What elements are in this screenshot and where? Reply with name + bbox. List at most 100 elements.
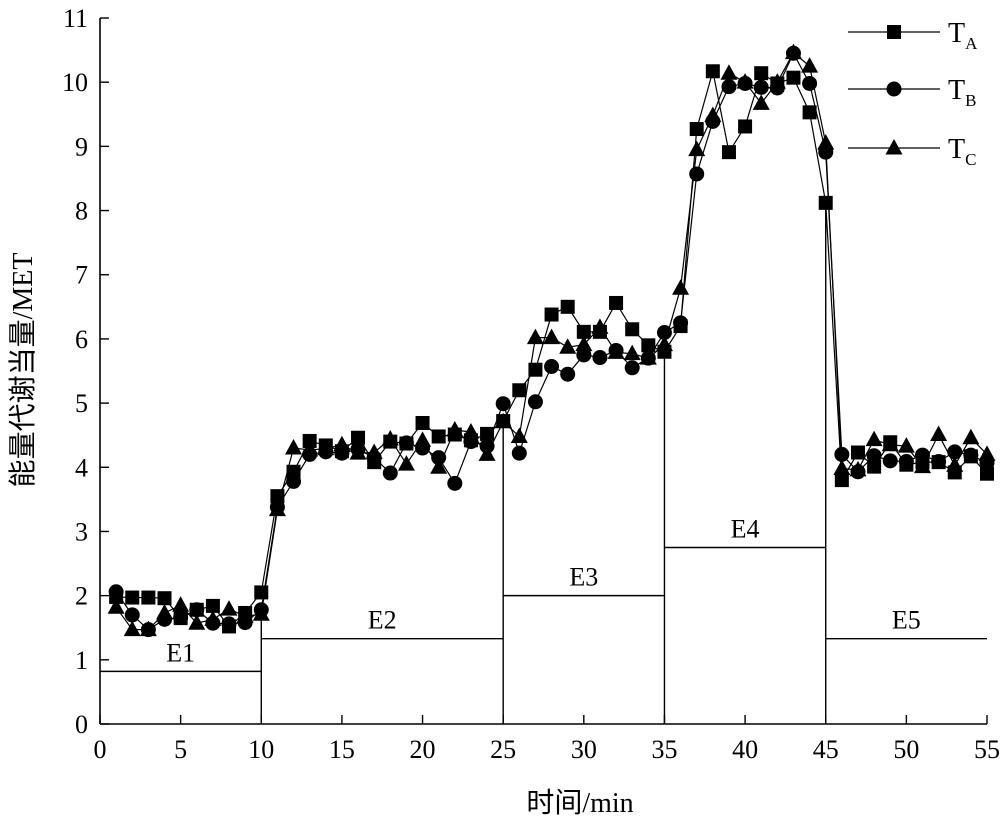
data-point: [962, 428, 980, 445]
data-point: [655, 335, 673, 352]
data-point: [738, 119, 753, 134]
data-point: [656, 324, 672, 340]
data-point: [544, 307, 559, 322]
series-line: [116, 71, 988, 628]
x-axis: 0 5 10 15 20 25 30 35 40 45 50 55: [94, 715, 1000, 764]
data-point: [607, 343, 625, 359]
data-point: [139, 620, 157, 637]
data-point: [285, 439, 303, 455]
data-point: [205, 598, 220, 613]
y-tick-label: 5: [75, 389, 88, 418]
x-tick-label: 35: [651, 735, 677, 764]
data-point: [720, 64, 738, 80]
y-tick-label: 10: [62, 68, 88, 97]
data-point: [141, 590, 156, 605]
data-point: [398, 435, 414, 451]
data-point: [462, 422, 480, 439]
y-tick-label: 6: [75, 325, 88, 354]
data-point: [752, 94, 770, 110]
x-tick-label: 25: [490, 735, 516, 764]
legend-item-b: TB: [848, 75, 976, 110]
data-point: [834, 473, 849, 488]
data-point: [913, 457, 931, 474]
data-point: [414, 431, 432, 447]
data-point: [784, 43, 802, 60]
data-point: [754, 66, 769, 81]
data-point: [220, 600, 238, 616]
data-point: [721, 145, 736, 160]
data-point: [447, 475, 463, 491]
region-label-e3: E3: [569, 563, 598, 592]
data-point: [204, 610, 222, 626]
data-point: [560, 366, 576, 382]
data-point: [623, 344, 641, 361]
region-label-e5: E5: [892, 606, 921, 635]
data-point: [108, 584, 124, 600]
data-point: [978, 445, 996, 461]
data-point: [865, 430, 883, 447]
y-tick-label: 2: [75, 582, 88, 611]
plot-area: E1 E2 E3 E4 E5: [100, 43, 996, 724]
legend: TA TB TC: [848, 18, 978, 169]
data-point: [382, 465, 398, 481]
x-tick-label: 15: [329, 735, 355, 764]
data-point: [639, 349, 657, 365]
y-axis-title: 能量代谢当量/MET: [7, 253, 39, 488]
data-point: [526, 328, 544, 345]
x-tick-label: 45: [813, 735, 839, 764]
data-point: [431, 429, 446, 444]
data-point: [818, 195, 833, 210]
data-point: [189, 602, 205, 618]
data-point: [688, 140, 706, 157]
data-point: [576, 324, 591, 339]
series-a: [109, 64, 994, 634]
data-point: [881, 435, 899, 452]
data-point: [527, 394, 543, 410]
legend-marker: [885, 139, 903, 155]
data-point: [576, 347, 592, 363]
data-point: [704, 106, 722, 123]
data-point: [850, 445, 865, 460]
legend-item-a: TA: [848, 18, 978, 53]
y-tick-label: 4: [75, 453, 88, 482]
data-point: [897, 437, 915, 453]
legend-marker: [886, 81, 902, 97]
data-point: [415, 415, 430, 430]
data-point: [560, 299, 575, 314]
x-tick-label: 0: [94, 735, 107, 764]
data-point: [624, 360, 640, 376]
region-label-e4: E4: [731, 515, 760, 544]
data-point: [591, 318, 609, 334]
data-point: [609, 295, 624, 310]
x-tick-label: 20: [410, 735, 436, 764]
x-tick-label: 5: [174, 735, 187, 764]
data-point: [689, 166, 705, 182]
data-point: [786, 70, 801, 85]
data-point: [173, 609, 189, 625]
data-point: [397, 455, 415, 471]
data-point: [123, 620, 141, 637]
data-point: [834, 446, 850, 462]
data-point: [301, 440, 319, 457]
data-point: [252, 605, 270, 621]
data-point: [866, 448, 882, 464]
x-tick-label: 10: [248, 735, 274, 764]
data-point: [947, 444, 963, 460]
data-point: [381, 430, 399, 446]
data-point: [188, 614, 206, 630]
x-axis-title: 时间/min: [526, 787, 633, 819]
x-tick-label: 50: [893, 735, 919, 764]
data-point: [736, 73, 754, 89]
data-point: [286, 473, 302, 489]
data-point: [430, 458, 448, 474]
data-point: [268, 500, 286, 517]
y-tick-label: 9: [75, 132, 88, 161]
legend-item-c: TC: [848, 134, 976, 169]
data-point: [817, 134, 835, 150]
data-point: [333, 435, 351, 452]
data-point: [625, 322, 640, 337]
data-point: [882, 453, 898, 469]
series-c: [107, 43, 996, 637]
data-point: [768, 73, 786, 89]
